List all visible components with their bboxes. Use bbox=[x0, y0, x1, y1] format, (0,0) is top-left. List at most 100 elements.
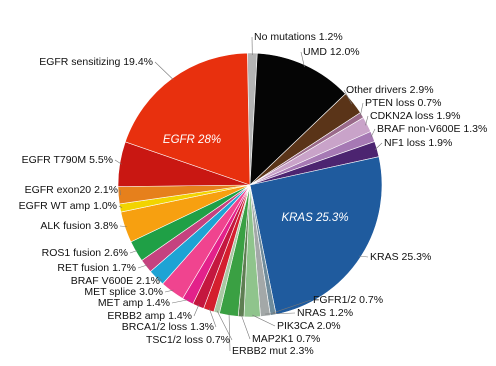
slice-label: UMD 12.0% bbox=[303, 46, 360, 58]
value-label: 0.7% bbox=[359, 294, 383, 306]
category-label: UMD bbox=[303, 46, 327, 58]
leader-line bbox=[252, 314, 276, 327]
slice-label: NF1 loss 1.9% bbox=[384, 137, 452, 149]
slice-label: ROS1 fusion 2.6% bbox=[42, 247, 128, 259]
slice-label: BRAF non-V600E 1.3% bbox=[377, 123, 487, 135]
category-label: FGFR1/2 bbox=[313, 294, 356, 306]
category-label: EGFR sensitizing bbox=[39, 56, 120, 68]
category-label: KRAS bbox=[370, 251, 399, 263]
slice-label: CDKN2A loss 1.9% bbox=[370, 110, 460, 122]
category-label: NRAS bbox=[297, 307, 326, 319]
slice-label: Other drivers 2.9% bbox=[346, 84, 434, 96]
leader-line bbox=[119, 225, 127, 227]
value-label: 1.4% bbox=[168, 310, 192, 322]
leader-line bbox=[154, 61, 174, 81]
value-label: 2.6% bbox=[104, 247, 128, 259]
leader-line bbox=[118, 205, 123, 208]
leader-line bbox=[193, 304, 200, 317]
leader-line bbox=[240, 314, 251, 340]
value-label: 1.9% bbox=[428, 137, 452, 149]
leader-line bbox=[171, 299, 189, 304]
leader-line bbox=[374, 142, 383, 150]
category-label: ALK fusion bbox=[40, 220, 91, 232]
category-label: EGFR WT amp bbox=[19, 200, 91, 212]
value-label: 2.1% bbox=[136, 275, 160, 287]
slice-label: No mutations 1.2% bbox=[254, 31, 343, 43]
value-label: 19.4% bbox=[123, 56, 153, 68]
value-label: 1.2% bbox=[319, 31, 343, 43]
category-label: TSC1/2 loss bbox=[146, 334, 203, 346]
category-label: ERBB2 amp bbox=[107, 310, 165, 322]
annotation: EGFR 28% bbox=[163, 134, 221, 146]
pie-slice bbox=[249, 156, 383, 315]
leader-line bbox=[370, 128, 376, 138]
category-label: MET amp bbox=[98, 297, 143, 309]
leader-line bbox=[114, 159, 122, 165]
slice-label: RET fusion 1.7% bbox=[57, 262, 136, 274]
slice-label: EGFR sensitizing 19.4% bbox=[39, 56, 153, 68]
value-label: 1.3% bbox=[190, 321, 214, 333]
value-label: 1.0% bbox=[93, 200, 117, 212]
category-label: PIK3CA bbox=[277, 320, 314, 332]
leader-line bbox=[265, 312, 296, 315]
value-label: 5.5% bbox=[89, 154, 113, 166]
value-label: 1.4% bbox=[146, 297, 170, 309]
leader-line bbox=[129, 250, 138, 254]
slice-label: MAP2K1 0.7% bbox=[252, 333, 320, 345]
value-label: 0.7% bbox=[418, 97, 442, 109]
category-label: ERBB2 mut bbox=[232, 345, 287, 357]
leader-line bbox=[228, 313, 231, 352]
category-label: MAP2K1 bbox=[252, 333, 294, 345]
annotation: KRAS 25.3% bbox=[281, 212, 348, 224]
category-label: PTEN loss bbox=[365, 97, 415, 109]
category-label: MET splice bbox=[84, 286, 136, 298]
value-label: 2.0% bbox=[317, 320, 341, 332]
category-label: BRAF non-V600E bbox=[377, 123, 460, 135]
slice-label: PTEN loss 0.7% bbox=[365, 97, 441, 109]
category-label: EGFR exon20 bbox=[25, 184, 92, 196]
value-label: 2.9% bbox=[410, 84, 434, 96]
value-label: 1.3% bbox=[463, 123, 487, 135]
value-label: 0.7% bbox=[296, 333, 320, 345]
pie-slice bbox=[124, 52, 251, 186]
category-label: EGFR T790M bbox=[22, 154, 87, 166]
slice-label: TSC1/2 loss 0.7% bbox=[146, 334, 230, 346]
slice-label: ERBB2 amp 1.4% bbox=[107, 310, 192, 322]
value-label: 3.8% bbox=[94, 220, 118, 232]
category-label: BRAF V600E bbox=[71, 275, 133, 287]
slice-label: KRAS 25.3% bbox=[370, 251, 431, 263]
leader-line bbox=[216, 310, 233, 341]
value-label: 0.7% bbox=[206, 334, 230, 346]
slice-label: FGFR1/2 0.7% bbox=[313, 294, 383, 306]
leader-line bbox=[300, 51, 305, 68]
value-label: 1.2% bbox=[329, 307, 353, 319]
value-label: 25.3% bbox=[402, 251, 432, 263]
leader-line bbox=[343, 89, 353, 105]
slice-label: NRAS 1.2% bbox=[297, 307, 353, 319]
category-label: RET fusion bbox=[57, 262, 109, 274]
slice-label: ALK fusion 3.8% bbox=[40, 220, 118, 232]
slice-label: ERBB2 mut 2.3% bbox=[232, 345, 314, 357]
leader-line bbox=[157, 276, 163, 282]
leader-line bbox=[272, 299, 312, 314]
category-label: No mutations bbox=[254, 31, 316, 43]
slice-label: EGFR T790M 5.5% bbox=[22, 154, 113, 166]
value-label: 1.9% bbox=[437, 110, 461, 122]
leader-line bbox=[358, 255, 369, 258]
value-label: 12.0% bbox=[330, 46, 360, 58]
category-label: NF1 loss bbox=[384, 137, 425, 149]
slice-label: BRCA1/2 loss 1.3% bbox=[122, 321, 214, 333]
value-label: 3.0% bbox=[139, 286, 163, 298]
category-label: ROS1 fusion bbox=[42, 247, 102, 259]
value-label: 1.7% bbox=[112, 262, 136, 274]
slice-label: EGFR WT amp 1.0% bbox=[19, 200, 117, 212]
pie-slice bbox=[249, 52, 346, 186]
slice-label: EGFR exon20 2.1% bbox=[25, 184, 118, 196]
leader-line bbox=[359, 102, 364, 117]
value-label: 2.1% bbox=[94, 184, 118, 196]
slice-label: PIK3CA 2.0% bbox=[277, 320, 341, 332]
leader-line bbox=[208, 308, 217, 328]
category-label: BRCA1/2 loss bbox=[122, 321, 187, 333]
category-label: CDKN2A loss bbox=[370, 110, 434, 122]
